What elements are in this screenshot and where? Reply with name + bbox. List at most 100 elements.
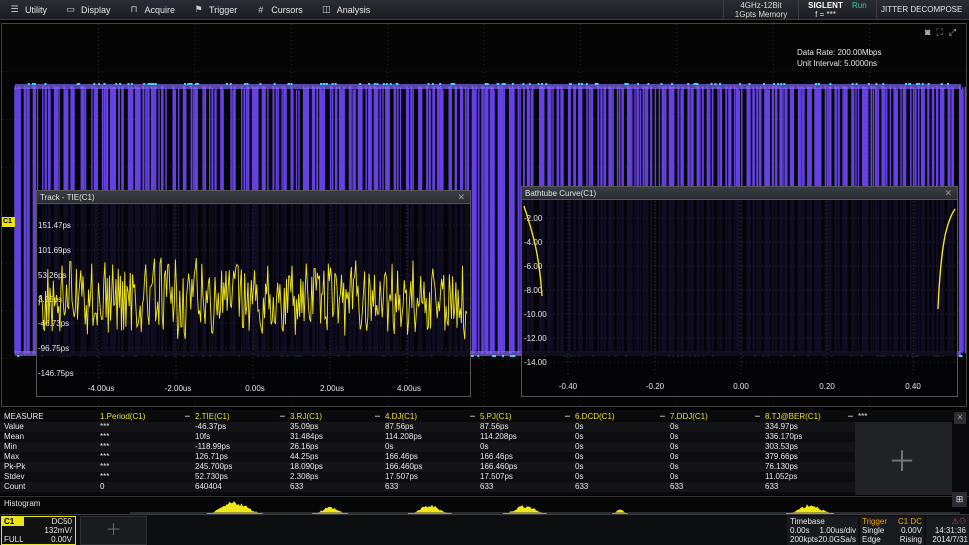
measure-cell: 17.507ps bbox=[480, 472, 513, 481]
bathtub-window[interactable]: Bathtube Curve(C1) ✕ -2.00 -4.00 -6.00 -8.0… bbox=[521, 186, 958, 397]
waveform-glint bbox=[739, 83, 742, 85]
menu-analysis[interactable]: ◫ Analysis bbox=[312, 0, 380, 20]
measure-col-8[interactable]: 8.TJ@BER(C1) bbox=[765, 412, 821, 421]
waveform-glint bbox=[492, 355, 495, 357]
rate-info: Data Rate: 200.00Mbps Unit Interval: 5.0… bbox=[797, 47, 882, 69]
waveform-display[interactable]: ◙ ⛶ ⤢ Data Rate: 200.00Mbps Unit Interva… bbox=[1, 23, 967, 407]
trigger-level: 0.00V bbox=[901, 526, 922, 535]
measure-panel: MEASURE 1.Period(C1) ━ 2.TIE(C1) ━ 3.RJ(… bbox=[0, 410, 969, 495]
zoom-fit-icon[interactable]: ⛶ bbox=[936, 27, 943, 37]
trigger-type: Edge bbox=[862, 535, 881, 544]
waveform-glint bbox=[780, 83, 783, 85]
waveform-glint bbox=[76, 83, 79, 85]
measure-cell: 166.46ps bbox=[385, 452, 418, 461]
waveform-glint bbox=[528, 83, 531, 85]
track-x-tick-label: 0.00s bbox=[245, 384, 265, 393]
waveform-glint bbox=[17, 355, 20, 357]
fullscreen-icon[interactable]: ⤢ bbox=[948, 27, 956, 37]
measure-cell: 126.71ps bbox=[195, 452, 228, 461]
measure-cell: 0s bbox=[575, 432, 584, 441]
menu-grid-icon[interactable]: ⊞ bbox=[952, 492, 967, 507]
menu-utility[interactable]: ☰ Utility bbox=[0, 0, 56, 20]
measure-col-7[interactable]: 7.DDJ(C1) bbox=[670, 412, 708, 421]
waveform-glint bbox=[194, 83, 197, 85]
channel-1-box[interactable]: C1 DC50 132mV/ FULL 0.00V bbox=[1, 516, 76, 545]
measure-row-label: Stdev bbox=[4, 472, 25, 481]
close-icon[interactable]: ✕ bbox=[944, 188, 952, 198]
menu-cursors[interactable]: # Cursors bbox=[246, 0, 312, 20]
waveform-glint bbox=[946, 83, 949, 85]
run-status[interactable]: Run bbox=[852, 1, 867, 10]
waveform-glint bbox=[31, 83, 34, 85]
close-icon[interactable]: ✕ bbox=[457, 192, 465, 202]
waveform-glint bbox=[710, 83, 713, 85]
trigger-title: Trigger bbox=[862, 517, 888, 526]
waveform-glint bbox=[714, 83, 717, 85]
timebase-box[interactable]: Timebase 0.00s 1.00us/div 200kpts 20.0GS… bbox=[787, 516, 858, 545]
jitter-decompose-mode[interactable]: JITTER DECOMPOSE bbox=[876, 0, 969, 20]
channel-offset-marker[interactable]: C1 bbox=[2, 217, 15, 227]
measure-cell: 336.170ps bbox=[765, 432, 803, 441]
measure-cell: 633 bbox=[290, 482, 304, 491]
timebase-points: 200kpts bbox=[790, 535, 819, 544]
measure-cell: -118.99ps bbox=[195, 442, 230, 451]
jitter-decompose-label: JITTER DECOMPOSE bbox=[881, 5, 963, 14]
waveform-glint bbox=[187, 83, 190, 85]
waveform-glint bbox=[580, 83, 583, 85]
frequency-readout: f = *** bbox=[815, 10, 836, 19]
measure-row: Stdev *** 52.730ps 2.308ps 17.507ps 17.507ps 0… bbox=[0, 472, 855, 482]
waveform-glint bbox=[259, 83, 262, 85]
measure-col-2[interactable]: 2.TIE(C1) bbox=[195, 412, 230, 421]
histogram-peak bbox=[207, 501, 263, 514]
close-measure-icon[interactable]: ✕ bbox=[954, 412, 966, 424]
waveform-glint bbox=[522, 83, 525, 85]
menu-trigger[interactable]: ⚑ Trigger bbox=[184, 0, 246, 20]
add-measure-panel[interactable] bbox=[855, 422, 952, 495]
track-x-tick-label: 4.00us bbox=[397, 384, 421, 393]
track-window[interactable]: Track - TIE(C1) ✕ -4.00us -2.00us 0.00s 2.0… bbox=[36, 190, 471, 397]
waveform-glint bbox=[103, 83, 106, 85]
waveform-high-rail bbox=[15, 84, 961, 89]
waveform-glint bbox=[93, 83, 96, 85]
measure-col-6[interactable]: 6.DCD(C1) bbox=[575, 412, 615, 421]
measure-row: Mean *** 10fs 31.484ps 114.208ps 114.208ps 0s 0… bbox=[0, 432, 855, 442]
measure-cell: 633 bbox=[670, 482, 684, 491]
menu-acquire[interactable]: ⊓ Acquire bbox=[120, 0, 185, 20]
measure-cell: 2.308ps bbox=[290, 472, 319, 481]
waveform-glint bbox=[940, 83, 943, 85]
clock-date: 2014/7/31 bbox=[932, 535, 968, 544]
bathtub-y-tick-label: -2.00 bbox=[524, 214, 543, 223]
waveform-glint bbox=[119, 83, 122, 85]
measure-col-3[interactable]: 3.RJ(C1) bbox=[290, 412, 323, 421]
bathtub-y-tick-label: -10.00 bbox=[524, 310, 547, 319]
measure-cell: 0s bbox=[670, 442, 679, 451]
waveform-glint bbox=[783, 83, 786, 85]
waveform-glint bbox=[190, 83, 193, 85]
menu-display[interactable]: ▭ Display bbox=[56, 0, 120, 20]
waveform-glint bbox=[851, 83, 854, 85]
measure-col-1[interactable]: 1.Period(C1) bbox=[100, 412, 146, 421]
camera-icon[interactable]: ◙ bbox=[925, 27, 931, 37]
waveform-glint bbox=[319, 83, 322, 85]
waveform-glint bbox=[927, 83, 930, 85]
waveform-glint bbox=[471, 355, 474, 357]
measure-col-4[interactable]: 4.DJ(C1) bbox=[385, 412, 418, 421]
track-y-tick-label: 53.26ps bbox=[38, 271, 66, 280]
add-measure-icon[interactable]: ＋ bbox=[888, 446, 917, 477]
measure-cell: 0s bbox=[670, 422, 679, 431]
channel-offset: 0.00V bbox=[51, 535, 72, 544]
waveform-glint bbox=[568, 83, 571, 85]
waveform-glint bbox=[511, 83, 514, 85]
measure-cell: -46.37ps bbox=[195, 422, 227, 431]
add-channel-box[interactable]: ＋ bbox=[80, 516, 147, 545]
trigger-icon: ⚑ bbox=[194, 4, 203, 14]
measure-more[interactable]: *** bbox=[858, 412, 868, 421]
track-plot: -4.00us -2.00us 0.00s 2.00us 4.00us 151.47ps 1… bbox=[37, 205, 470, 393]
waveform-glint bbox=[78, 83, 81, 85]
measure-col-5[interactable]: 5.PJ(C1) bbox=[480, 412, 512, 421]
trigger-box[interactable]: Trigger C1 DC Single 0.00V Edge Rising bbox=[860, 516, 924, 545]
bathtub-x-tick-label: 0.00 bbox=[733, 382, 749, 391]
trigger-source: C1 DC bbox=[897, 517, 922, 526]
waveform-glint bbox=[225, 83, 228, 85]
measure-cell: 633 bbox=[765, 482, 779, 491]
